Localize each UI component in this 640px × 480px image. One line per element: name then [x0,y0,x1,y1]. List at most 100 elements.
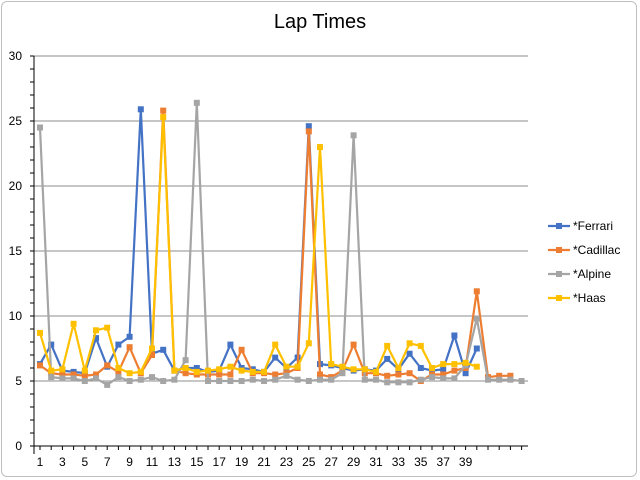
data-point [429,374,435,381]
data-point [193,368,200,375]
data-point [373,368,379,375]
data-point [205,367,211,374]
data-point [137,106,144,113]
data-point [93,327,99,334]
data-point [283,372,290,379]
data-point [70,375,77,382]
x-tick-label: 37 [437,455,451,469]
data-point [305,123,312,130]
data-point [473,363,480,370]
data-point [227,378,234,384]
data-point [93,335,99,342]
data-point [384,355,391,362]
x-tick-label: 5 [81,455,88,469]
data-point [406,370,413,377]
data-point [149,345,155,352]
data-point [350,341,357,348]
data-point [171,367,178,374]
legend-marker [556,271,562,277]
data-point [37,124,43,131]
data-point [317,371,323,378]
data-point [149,374,155,381]
data-point [406,350,413,357]
data-point [137,376,144,383]
data-point [507,372,514,379]
data-point [93,371,99,378]
x-tick-label: 33 [392,455,406,469]
data-point [104,381,111,388]
data-point [496,372,503,379]
data-point [272,354,279,361]
data-point [227,341,234,348]
data-point [137,368,144,375]
data-point [272,376,279,383]
data-point [440,375,447,382]
data-point [227,371,234,378]
data-point [339,363,346,370]
legend-label: *Alpine [573,267,611,281]
x-tick-label: 17 [213,455,227,469]
y-tick-label: 10 [9,309,23,323]
legend-label: *Haas [573,291,606,305]
data-point [160,346,167,353]
data-point [59,375,66,382]
data-point [417,365,424,371]
y-tick-label: 5 [15,374,22,388]
data-point [350,132,357,139]
data-point [48,374,55,381]
data-point [429,365,435,371]
data-point [160,107,167,114]
data-point [249,376,256,383]
data-point [81,378,88,384]
data-point [227,363,234,370]
x-tick-label: 29 [347,455,361,469]
data-point [395,365,402,371]
data-point [216,366,223,373]
data-point [294,363,301,370]
data-point [182,357,189,364]
data-point [485,376,491,383]
data-point [93,375,99,382]
data-point [249,368,256,375]
data-point [283,363,290,370]
legend-label: *Cadillac [573,243,620,257]
data-point [507,376,514,383]
data-point [126,344,133,351]
x-tick-label: 21 [257,455,271,469]
data-point [59,371,66,378]
data-point [70,320,77,327]
data-point [81,372,88,379]
data-point [272,341,279,348]
data-point [261,368,267,375]
data-point [149,352,155,358]
data-point [126,370,133,377]
data-point [373,376,379,383]
data-point [317,144,323,150]
legend-marker [556,295,562,301]
data-point [384,372,391,379]
data-point [182,365,189,371]
data-point [115,341,122,348]
data-point [317,376,323,383]
x-tick-label: 1 [37,455,44,469]
data-point [171,376,178,383]
x-tick-label: 11 [146,455,159,469]
data-point [70,371,77,378]
data-point [37,329,43,336]
legend-label: *Ferrari [573,219,613,233]
data-point [406,340,413,347]
data-point [462,370,469,377]
data-point [182,370,189,377]
x-tick-label: 31 [369,455,383,469]
series-line-ferrari [39,108,478,375]
data-point [115,374,122,381]
data-point [361,366,368,373]
data-point [205,378,211,384]
data-point [216,371,223,378]
data-point [473,345,480,352]
chart-title: Lap Times [273,11,367,33]
data-point [37,362,43,369]
data-point [294,376,301,383]
data-point [272,371,279,378]
